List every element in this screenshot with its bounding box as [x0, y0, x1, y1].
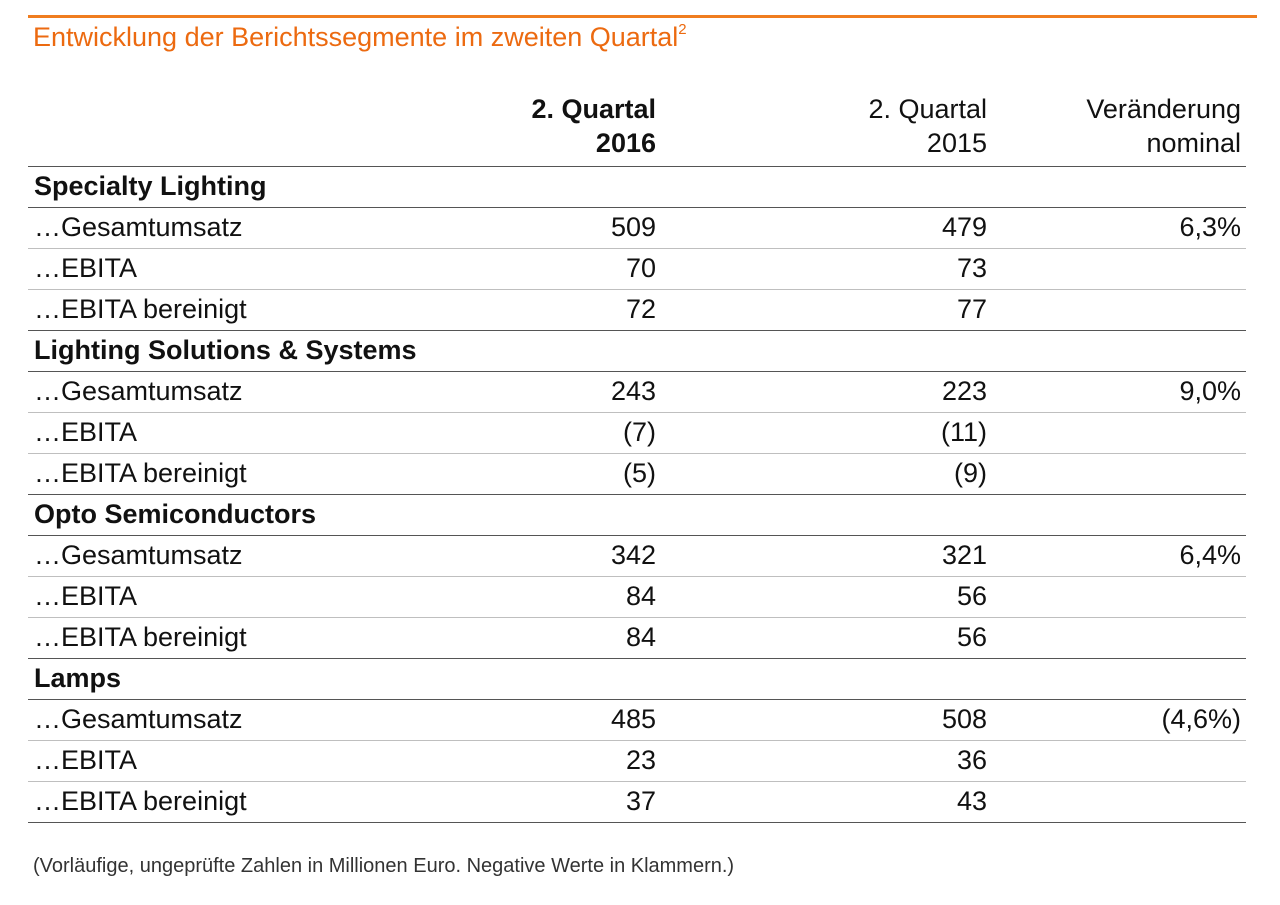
row-label: …EBITA: [34, 417, 138, 447]
segment-rule: [28, 371, 1246, 372]
table-row: …EBITA (7) (11): [28, 412, 1246, 452]
cell-q2-2016: 37: [625, 786, 656, 816]
cell-q2-2016: 509: [610, 212, 656, 242]
cell-q2-2015: (9): [954, 458, 987, 488]
cell-q2-2016: (5): [623, 458, 656, 488]
column-header-change-line2: nominal: [1146, 128, 1241, 158]
table-row: …EBITA 70 73: [28, 248, 1246, 288]
segment-heading-row: Opto Semiconductors: [28, 494, 1246, 534]
cell-q2-2016: 84: [625, 581, 656, 611]
cell-q2-2015: 43: [956, 786, 987, 816]
cell-q2-2016: 70: [625, 253, 656, 283]
segment-heading-row: Lighting Solutions & Systems: [28, 330, 1246, 370]
table-row: …EBITA 84 56: [28, 576, 1246, 616]
table-header: 2. Quartal 2016 2. Quartal 2015 Veränder…: [28, 92, 1246, 166]
cell-q2-2015: 479: [941, 212, 987, 242]
cell-q2-2015: 36: [956, 745, 987, 775]
column-header-change: Veränderung nominal: [991, 92, 1241, 160]
segment-name: Lamps: [34, 663, 122, 693]
row-label: …EBITA: [34, 253, 138, 283]
segment-end-rule: [28, 822, 1246, 823]
table-title-text: Entwicklung der Berichtssegmente im zwei…: [33, 22, 679, 52]
column-header-q2-2016: 2. Quartal 2016: [396, 92, 656, 160]
table-row: …Gesamtumsatz 243 223 9,0%: [28, 371, 1246, 411]
row-label: …Gesamtumsatz: [34, 376, 243, 406]
table-title: Entwicklung der Berichtssegmente im zwei…: [33, 21, 687, 53]
cell-q2-2015: 508: [941, 704, 987, 734]
column-header-q2-2016-line2: 2016: [595, 128, 656, 158]
header-rule: [28, 166, 1246, 167]
cell-q2-2016: 342: [610, 540, 656, 570]
row-rule: [28, 576, 1246, 577]
column-header-q2-2016-line1: 2. Quartal: [531, 94, 656, 124]
footnote: (Vorläufige, ungeprüfte Zahlen in Millio…: [33, 855, 735, 877]
row-rule: [28, 781, 1246, 782]
segment-end-rule: [28, 658, 1246, 659]
segment-rule: [28, 535, 1246, 536]
row-label: …EBITA: [34, 745, 138, 775]
row-rule: [28, 248, 1246, 249]
cell-q2-2015: (11): [940, 417, 987, 447]
row-label: …Gesamtumsatz: [34, 212, 243, 242]
cell-q2-2016: 485: [610, 704, 656, 734]
row-rule: [28, 617, 1246, 618]
cell-change: 6,3%: [1179, 212, 1241, 242]
row-rule: [28, 453, 1246, 454]
cell-q2-2016: 23: [625, 745, 656, 775]
cell-change: 9,0%: [1179, 376, 1241, 406]
table-row: …Gesamtumsatz 342 321 6,4%: [28, 535, 1246, 575]
segment-end-rule: [28, 494, 1246, 495]
cell-change: (4,6%): [1161, 704, 1241, 734]
column-header-q2-2015-line1: 2. Quartal: [868, 94, 987, 124]
cell-q2-2015: 223: [941, 376, 987, 406]
cell-q2-2016: 243: [610, 376, 656, 406]
segment-heading-row: Lamps: [28, 658, 1246, 698]
cell-q2-2015: 321: [941, 540, 987, 570]
segment-end-rule: [28, 330, 1246, 331]
row-label: …EBITA bereinigt: [34, 294, 247, 324]
cell-change: 6,4%: [1179, 540, 1241, 570]
table-row: …EBITA bereinigt 72 77: [28, 289, 1246, 329]
row-label: …EBITA: [34, 581, 138, 611]
table-row: …Gesamtumsatz 485 508 (4,6%): [28, 699, 1246, 739]
row-label: …Gesamtumsatz: [34, 540, 243, 570]
segment-name: Opto Semiconductors: [34, 499, 317, 529]
table-row: …EBITA bereinigt (5) (9): [28, 453, 1246, 493]
column-header-q2-2015-line2: 2015: [926, 128, 987, 158]
segment-heading-row: Specialty Lighting: [28, 166, 1246, 206]
table-row: …EBITA bereinigt 84 56: [28, 617, 1246, 657]
cell-q2-2015: 56: [956, 622, 987, 652]
segment-rule: [28, 207, 1246, 208]
cell-q2-2016: 72: [625, 294, 656, 324]
cell-q2-2015: 77: [956, 294, 987, 324]
title-rule: [28, 15, 1257, 18]
cell-q2-2016: (7): [623, 417, 656, 447]
segment-name: Specialty Lighting: [34, 171, 267, 201]
row-rule: [28, 289, 1246, 290]
cell-q2-2015: 73: [956, 253, 987, 283]
table-row: …EBITA 23 36: [28, 740, 1246, 780]
cell-q2-2016: 84: [625, 622, 656, 652]
title-footnote-mark: 2: [678, 21, 687, 38]
column-header-change-line1: Veränderung: [1086, 94, 1241, 124]
row-label: …EBITA bereinigt: [34, 622, 247, 652]
row-rule: [28, 740, 1246, 741]
row-label: …EBITA bereinigt: [34, 786, 247, 816]
row-label: …EBITA bereinigt: [34, 458, 247, 488]
row-label: …Gesamtumsatz: [34, 704, 243, 734]
table-row: …EBITA bereinigt 37 43: [28, 781, 1246, 821]
column-header-q2-2015: 2. Quartal 2015: [727, 92, 987, 160]
table-row: …Gesamtumsatz 509 479 6,3%: [28, 207, 1246, 247]
segment-name: Lighting Solutions & Systems: [34, 335, 417, 365]
cell-q2-2015: 56: [956, 581, 987, 611]
row-rule: [28, 412, 1246, 413]
segment-rule: [28, 699, 1246, 700]
